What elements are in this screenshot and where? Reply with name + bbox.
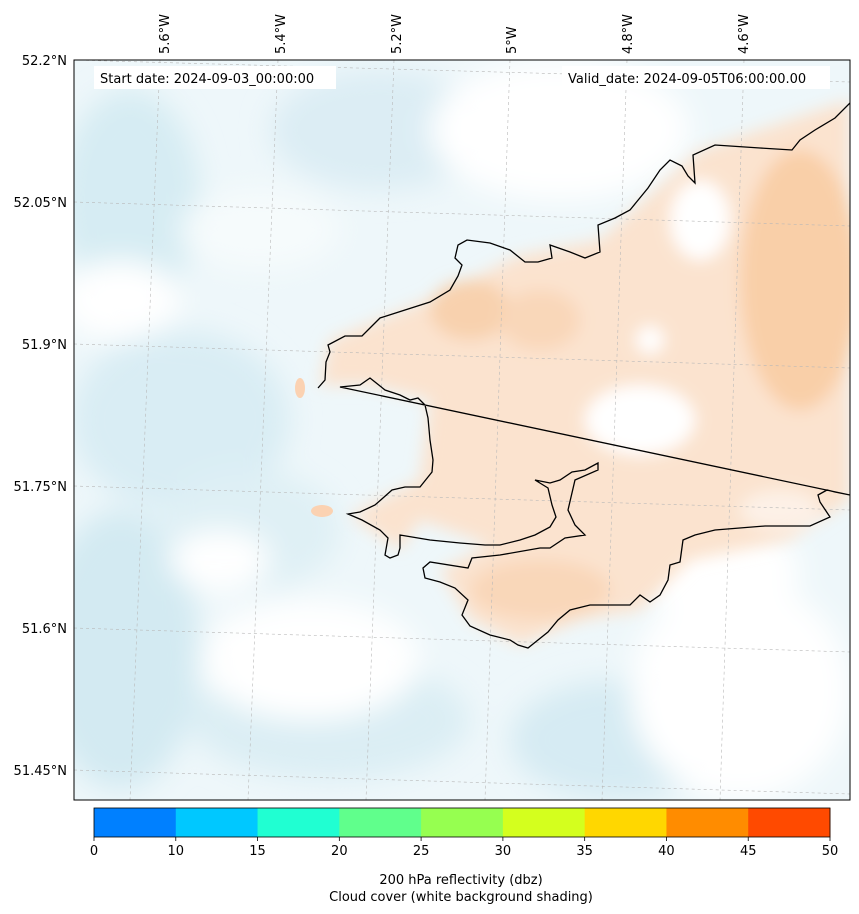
colorbar-tick-label: 50 — [822, 844, 839, 859]
lat-labels: 52.2°N 52.05°N 51.9°N 51.75°N 51.6°N 51.… — [14, 54, 67, 779]
colorbar-tick-label: 30 — [495, 844, 512, 859]
lon-label: 4.8°W — [621, 14, 636, 54]
colorbar-tick-label: 35 — [576, 844, 593, 859]
colorbar-tick-label: 20 — [331, 844, 348, 859]
colorbar: 0 10 15 20 25 30 35 40 45 50 — [90, 807, 839, 859]
colorbar-subtitle: Cloud cover (white background shading) — [329, 890, 593, 905]
start-date-label: Start date: 2024-09-03_00:00:00 — [100, 72, 314, 87]
lat-label: 52.2°N — [22, 54, 67, 69]
start-date-box: Start date: 2024-09-03_00:00:00 — [94, 66, 336, 89]
lon-label: 5°W — [505, 26, 520, 54]
colorbar-tick-label: 25 — [413, 844, 430, 859]
colorbar-segment — [748, 808, 831, 837]
colorbar-segment — [421, 808, 504, 837]
lat-label: 51.45°N — [14, 764, 67, 779]
lat-label: 51.6°N — [22, 622, 67, 637]
coastline — [317, 102, 850, 649]
colorbar-segment — [94, 808, 177, 837]
lat-label: 52.05°N — [14, 196, 67, 211]
colorbar-frame — [93, 807, 831, 838]
colorbar-segment — [584, 808, 667, 837]
lon-label: 4.6°W — [737, 14, 752, 54]
lon-label: 5.4°W — [274, 14, 289, 54]
colorbar-tick-label: 0 — [90, 844, 98, 859]
colorbar-tick-label: 15 — [249, 844, 266, 859]
lon-label: 5.2°W — [390, 14, 405, 54]
colorbar-tick-label: 40 — [658, 844, 675, 859]
lat-label: 51.9°N — [22, 338, 67, 353]
colorbar-tick-label: 10 — [168, 844, 185, 859]
colorbar-segment — [257, 808, 340, 837]
colorbar-segment — [666, 808, 749, 837]
map-frame — [73, 59, 851, 801]
colorbar-title: 200 hPa reflectivity (dbz) — [379, 873, 542, 888]
lon-label: 5.6°W — [158, 14, 173, 54]
colorbar-segment — [502, 808, 586, 837]
lat-label: 51.75°N — [14, 480, 67, 495]
colorbar-segment — [339, 808, 422, 837]
valid-date-label: Valid_date: 2024-09-05T06:00:00.00 — [568, 72, 806, 87]
map-shading — [74, 60, 850, 800]
lon-labels: 5.6°W 5.4°W 5.2°W 5°W 4.8°W 4.6°W — [158, 14, 752, 54]
colorbar-tick-label: 45 — [740, 844, 757, 859]
valid-date-box: Valid_date: 2024-09-05T06:00:00.00 — [562, 66, 830, 89]
colorbar-segment — [175, 808, 259, 837]
